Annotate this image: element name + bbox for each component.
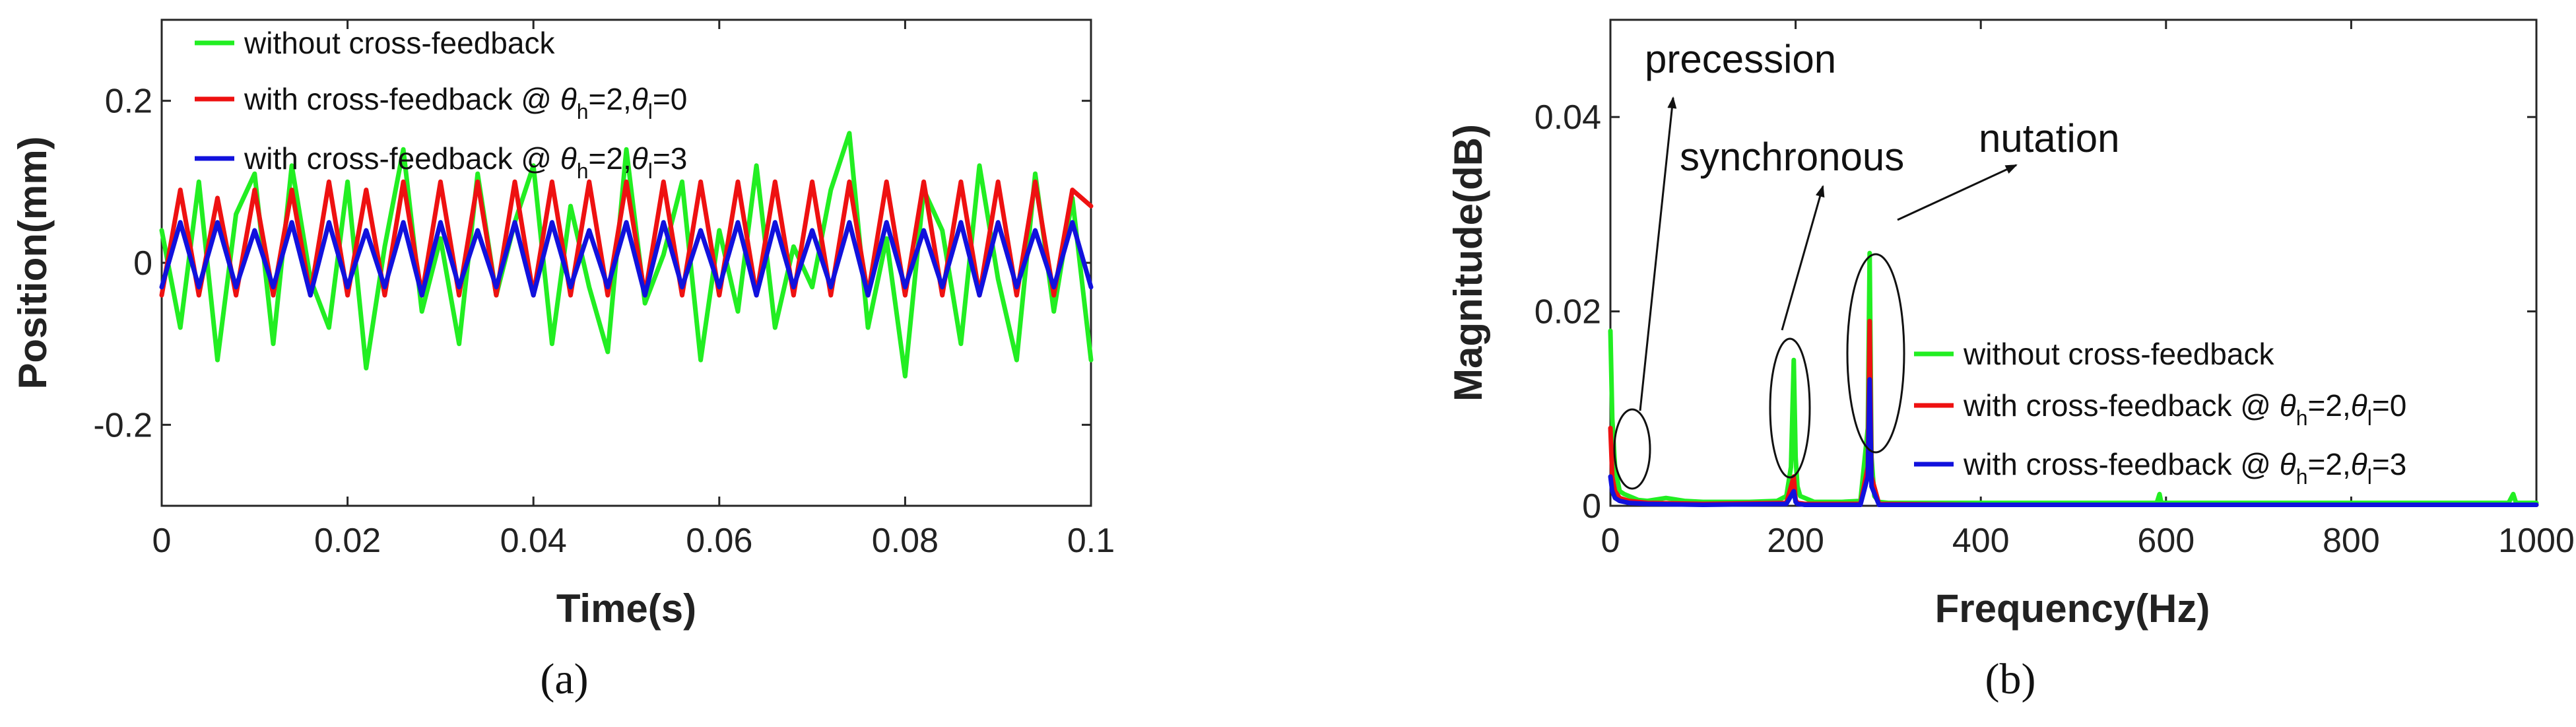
chart-b-caption: (b)	[1985, 655, 2036, 703]
precession-ellipse	[1613, 408, 1651, 490]
chart-b-x-tick-label: 200	[1767, 522, 1824, 560]
annotation-nutation: nutation	[1979, 116, 2120, 160]
chart-a-series-line-1	[159, 131, 1094, 379]
chart-b-y-tick-label: 0.04	[1535, 98, 1601, 137]
annotation-synchronous: synchronous	[1680, 135, 1904, 179]
legend-b-label-2: with cross-feedback @ θh=2,θl=0	[1963, 388, 2406, 430]
chart-b-x-tick-label: 800	[2323, 522, 2380, 560]
legend-b-label-3: with cross-feedback @ θh=2,θl=3	[1963, 447, 2406, 489]
chart-b-series-line-3	[1608, 377, 2539, 507]
chart-b-y-axis-label: Magnitude(dB)	[1446, 124, 1490, 401]
chart-a-x-tick-label: 0.06	[686, 522, 752, 560]
chart-a-x-tick-label: 0.1	[1067, 522, 1115, 560]
chart-a-caption: (a)	[540, 655, 588, 703]
chart-a-x-tick-label: 0.08	[872, 522, 939, 560]
chart-b-y-tick-label: 0.02	[1535, 293, 1601, 331]
chart-b-x-tick-label: 400	[1952, 522, 2010, 560]
chart-b-x-tick-label: 0	[1601, 522, 1620, 560]
chart-b: 0 200 400 600 800 1000 0 0.02 0.04 Frequency(Hz…	[1446, 18, 2575, 703]
synchronous-arrow	[1781, 185, 1825, 331]
chart-b-x-tick-label: 600	[2137, 522, 2195, 560]
nutation-ellipse	[1846, 253, 1905, 454]
legend-a-label-3: with cross-feedback @ θh=2,θl=3	[244, 141, 687, 183]
chart-a-legend: without cross-feedback with cross-feedba…	[195, 26, 687, 183]
chart-a-y-tick-label: -0.2	[93, 406, 152, 444]
synchronous-ellipse	[1769, 337, 1811, 479]
chart-b-y-tick-label: 0	[1582, 487, 1601, 526]
chart-a-x-axis-label: Time(s)	[556, 586, 696, 631]
chart-a-y-axis-label: Position(mm)	[11, 136, 55, 389]
chart-a-y-tick-label: 0	[133, 244, 152, 283]
chart-b-plot-frame	[1609, 18, 2538, 507]
chart-a-x-tick-label: 0.02	[314, 522, 381, 560]
chart-a: 0 0.02 0.04 0.06 0.08 0.1 -0.2 0 0.2 Time(s) Po…	[11, 18, 1115, 703]
legend-a-label-1: without cross-feedback	[244, 26, 555, 60]
chart-a-y-tick-label: 0.2	[105, 83, 152, 121]
legend-b-label-1: without cross-feedback	[1963, 337, 2274, 371]
legend-a-label-2: with cross-feedback @ θh=2,θl=0	[244, 82, 687, 123]
annotation-precession: precession	[1645, 37, 1836, 81]
chart-b-x-axis-label: Frequency(Hz)	[1935, 586, 2210, 631]
chart-a-series-line-2	[159, 179, 1094, 298]
chart-a-x-tick-label: 0.04	[500, 522, 567, 560]
chart-a-series-line-3	[159, 220, 1094, 298]
chart-b-legend: without cross-feedback with cross-feedba…	[1914, 337, 2406, 489]
chart-a-x-tick-label: 0	[152, 522, 172, 560]
precession-arrow	[1639, 96, 1677, 411]
chart-b-x-tick-label: 1000	[2498, 522, 2575, 560]
nutation-arrow	[1897, 164, 2018, 221]
